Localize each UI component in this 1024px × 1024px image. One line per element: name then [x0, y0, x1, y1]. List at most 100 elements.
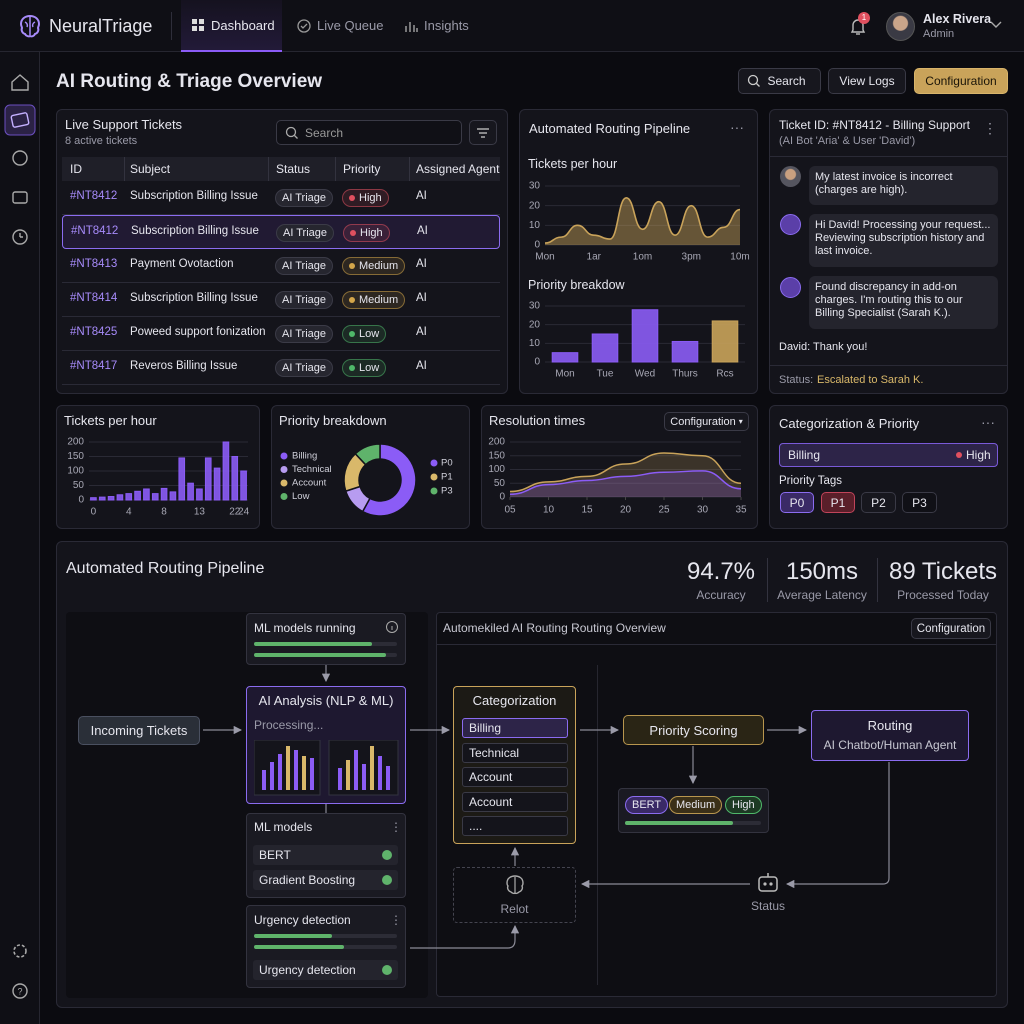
status-pill: AI Triage	[276, 224, 335, 242]
more-menu[interactable]: ⋮	[390, 913, 402, 927]
info-icon[interactable]	[385, 620, 399, 634]
tab[interactable]: Live Queue	[317, 18, 384, 33]
x-tick-label: 35	[735, 505, 747, 516]
active-tab[interactable]	[181, 0, 282, 52]
bar	[169, 491, 177, 501]
chevron[interactable]	[990, 21, 1002, 29]
legend-swatch	[280, 452, 288, 460]
table-row[interactable]: #NT8414 Subscription Billing Issue AI Tria…	[62, 283, 500, 317]
y-tick-label: 20	[529, 319, 541, 330]
priority-pill: Low	[342, 359, 387, 377]
chat-message: My latest invoice is incorrect (charges …	[809, 166, 998, 205]
tag[interactable]: P2	[861, 492, 896, 513]
help-mark: ?	[17, 986, 22, 996]
donut-slice	[361, 443, 417, 517]
x-tick-label: 15	[581, 505, 593, 516]
category-item[interactable]	[462, 816, 568, 836]
category-item[interactable]	[462, 718, 568, 738]
divider	[171, 12, 172, 40]
column-divider	[409, 157, 410, 181]
legend-label: Technical	[292, 464, 332, 475]
progress-track	[254, 945, 397, 949]
progress-fill	[254, 642, 372, 646]
more-menu[interactable]: ⋮	[983, 120, 997, 136]
more-menu[interactable]: ···	[730, 119, 744, 135]
category-bar[interactable]	[779, 443, 998, 467]
active-icon-bg	[4, 104, 36, 136]
table-row[interactable]: #NT8412 Subscription Billing Issue AI Tria…	[62, 181, 500, 215]
x-tick-label: 3pm	[682, 252, 701, 263]
tag-label: P3	[912, 495, 927, 510]
legend-swatch	[280, 493, 288, 500]
panel-title: Categorization & Priority	[779, 416, 920, 431]
search-button[interactable]: Search	[738, 68, 821, 94]
chart-title: Tickets per hour	[528, 157, 618, 171]
tag[interactable]: P1	[821, 492, 855, 513]
brand: NeuralTriage	[49, 16, 153, 36]
table-row[interactable]: #NT8412 Subscription Billing Issue AI Tria…	[62, 215, 500, 249]
legend-swatch	[430, 473, 438, 481]
priority-dot	[956, 452, 962, 458]
chart: 0 50 100 150 200 05 10 15 20 25 30 35	[488, 437, 747, 516]
table-search[interactable]: Search	[276, 120, 462, 145]
status-dot	[382, 875, 392, 885]
priority-scoring-node[interactable]: Priority Scoring	[623, 715, 764, 745]
tab[interactable]: Insights	[424, 18, 469, 33]
category-item[interactable]	[462, 743, 568, 763]
legend-label: P3	[441, 486, 453, 497]
incoming-node[interactable]: Incoming Tickets	[78, 716, 200, 745]
panel-title: Automated Routing Pipeline	[66, 560, 265, 577]
category-item[interactable]	[462, 767, 568, 787]
x-tick-label: Mon	[555, 369, 574, 380]
category-label: Account	[469, 770, 513, 784]
brain-icon[interactable]	[12, 150, 28, 166]
x-tick-label: 1om	[633, 252, 652, 263]
table-row[interactable]: #NT8425 Poweed support fonization AI Triag…	[62, 317, 500, 351]
y-tick-label: 200	[488, 437, 505, 448]
divider	[770, 365, 1007, 366]
category-item[interactable]	[462, 792, 568, 812]
stat-value: 150ms	[785, 558, 859, 585]
more-menu[interactable]: ···	[981, 414, 995, 430]
view-logs-button[interactable]: View Logs	[828, 68, 906, 94]
category-label: Billing	[469, 721, 502, 735]
progress-fill	[254, 945, 344, 949]
x-tick-label: 05	[504, 505, 516, 516]
bot-avatar	[780, 277, 801, 298]
legend-label: Account	[292, 478, 327, 489]
chart: 0 10 20 30 Mon 1ar 1om 3pm 10m	[529, 181, 750, 263]
user-role: Admin	[923, 28, 955, 40]
avatar[interactable]	[886, 12, 915, 41]
configuration-button[interactable]: Configuration	[914, 68, 1008, 94]
more-menu[interactable]: ⋮	[390, 820, 402, 834]
help-icon[interactable]	[12, 983, 28, 999]
bar	[178, 457, 186, 501]
stat-value: 94.7%	[686, 558, 756, 585]
bot-avatar	[780, 214, 801, 235]
bot-icon[interactable]	[12, 191, 28, 204]
configuration-button[interactable]: Configuration	[911, 618, 991, 639]
ticket-id: #NT8413	[70, 258, 118, 270]
bar	[222, 441, 230, 501]
table-row[interactable]: #NT8417 Reveros Billing Issue AI Triage Low…	[62, 351, 500, 385]
tag[interactable]: P3	[902, 492, 937, 513]
x-tick-label: 8	[161, 507, 167, 518]
bar	[196, 488, 203, 501]
line	[509, 470, 742, 495]
settings-icon[interactable]	[13, 944, 27, 958]
ticket-icon[interactable]	[10, 112, 30, 128]
category-label: ....	[469, 819, 483, 833]
tab[interactable]: Dashboard	[211, 18, 275, 33]
clock-icon[interactable]	[12, 229, 28, 245]
progress-fill	[254, 653, 386, 657]
legend-label: Billing	[292, 451, 317, 462]
y-tick-label: 30	[529, 301, 541, 312]
table-row[interactable]: #NT8413 Payment Ovotaction AI Triage Medium…	[62, 249, 500, 283]
dropdown[interactable]: Configuration ▾	[664, 412, 749, 431]
tag[interactable]: P0	[780, 492, 814, 513]
legend-swatch	[280, 479, 288, 487]
chart-title: Resolution times	[489, 413, 586, 428]
home-icon[interactable]	[11, 74, 29, 91]
bar	[631, 309, 659, 363]
